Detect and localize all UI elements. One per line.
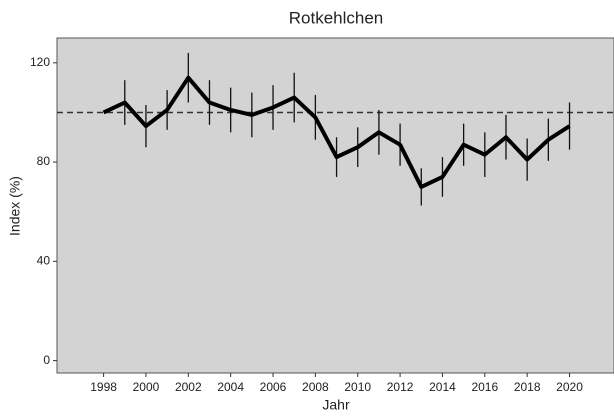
x-tick-label: 1998 bbox=[90, 380, 117, 394]
x-tick-label: 2000 bbox=[133, 380, 160, 394]
x-tick-label: 2002 bbox=[175, 380, 202, 394]
x-tick-label: 2018 bbox=[514, 380, 541, 394]
y-tick-label: 0 bbox=[43, 353, 50, 367]
x-tick-label: 2014 bbox=[429, 380, 456, 394]
x-tick-label: 2008 bbox=[302, 380, 329, 394]
data-line bbox=[102, 75, 571, 189]
y-tick-label: 80 bbox=[37, 154, 51, 168]
x-axis-label: Jahr bbox=[322, 397, 350, 413]
plot-background bbox=[56, 37, 614, 374]
x-tick-label: 2004 bbox=[217, 380, 244, 394]
x-tick-label: 2010 bbox=[344, 380, 371, 394]
y-tick-label: 120 bbox=[30, 55, 50, 69]
y-axis-label: Index (%) bbox=[7, 176, 23, 236]
x-tick-label: 2012 bbox=[387, 380, 414, 394]
chart-title: Rotkehlchen bbox=[289, 8, 384, 27]
x-tick-label: 2020 bbox=[556, 380, 583, 394]
y-tick-label: 40 bbox=[37, 254, 51, 268]
x-tick-label: 2006 bbox=[260, 380, 287, 394]
x-tick-label: 2016 bbox=[471, 380, 498, 394]
